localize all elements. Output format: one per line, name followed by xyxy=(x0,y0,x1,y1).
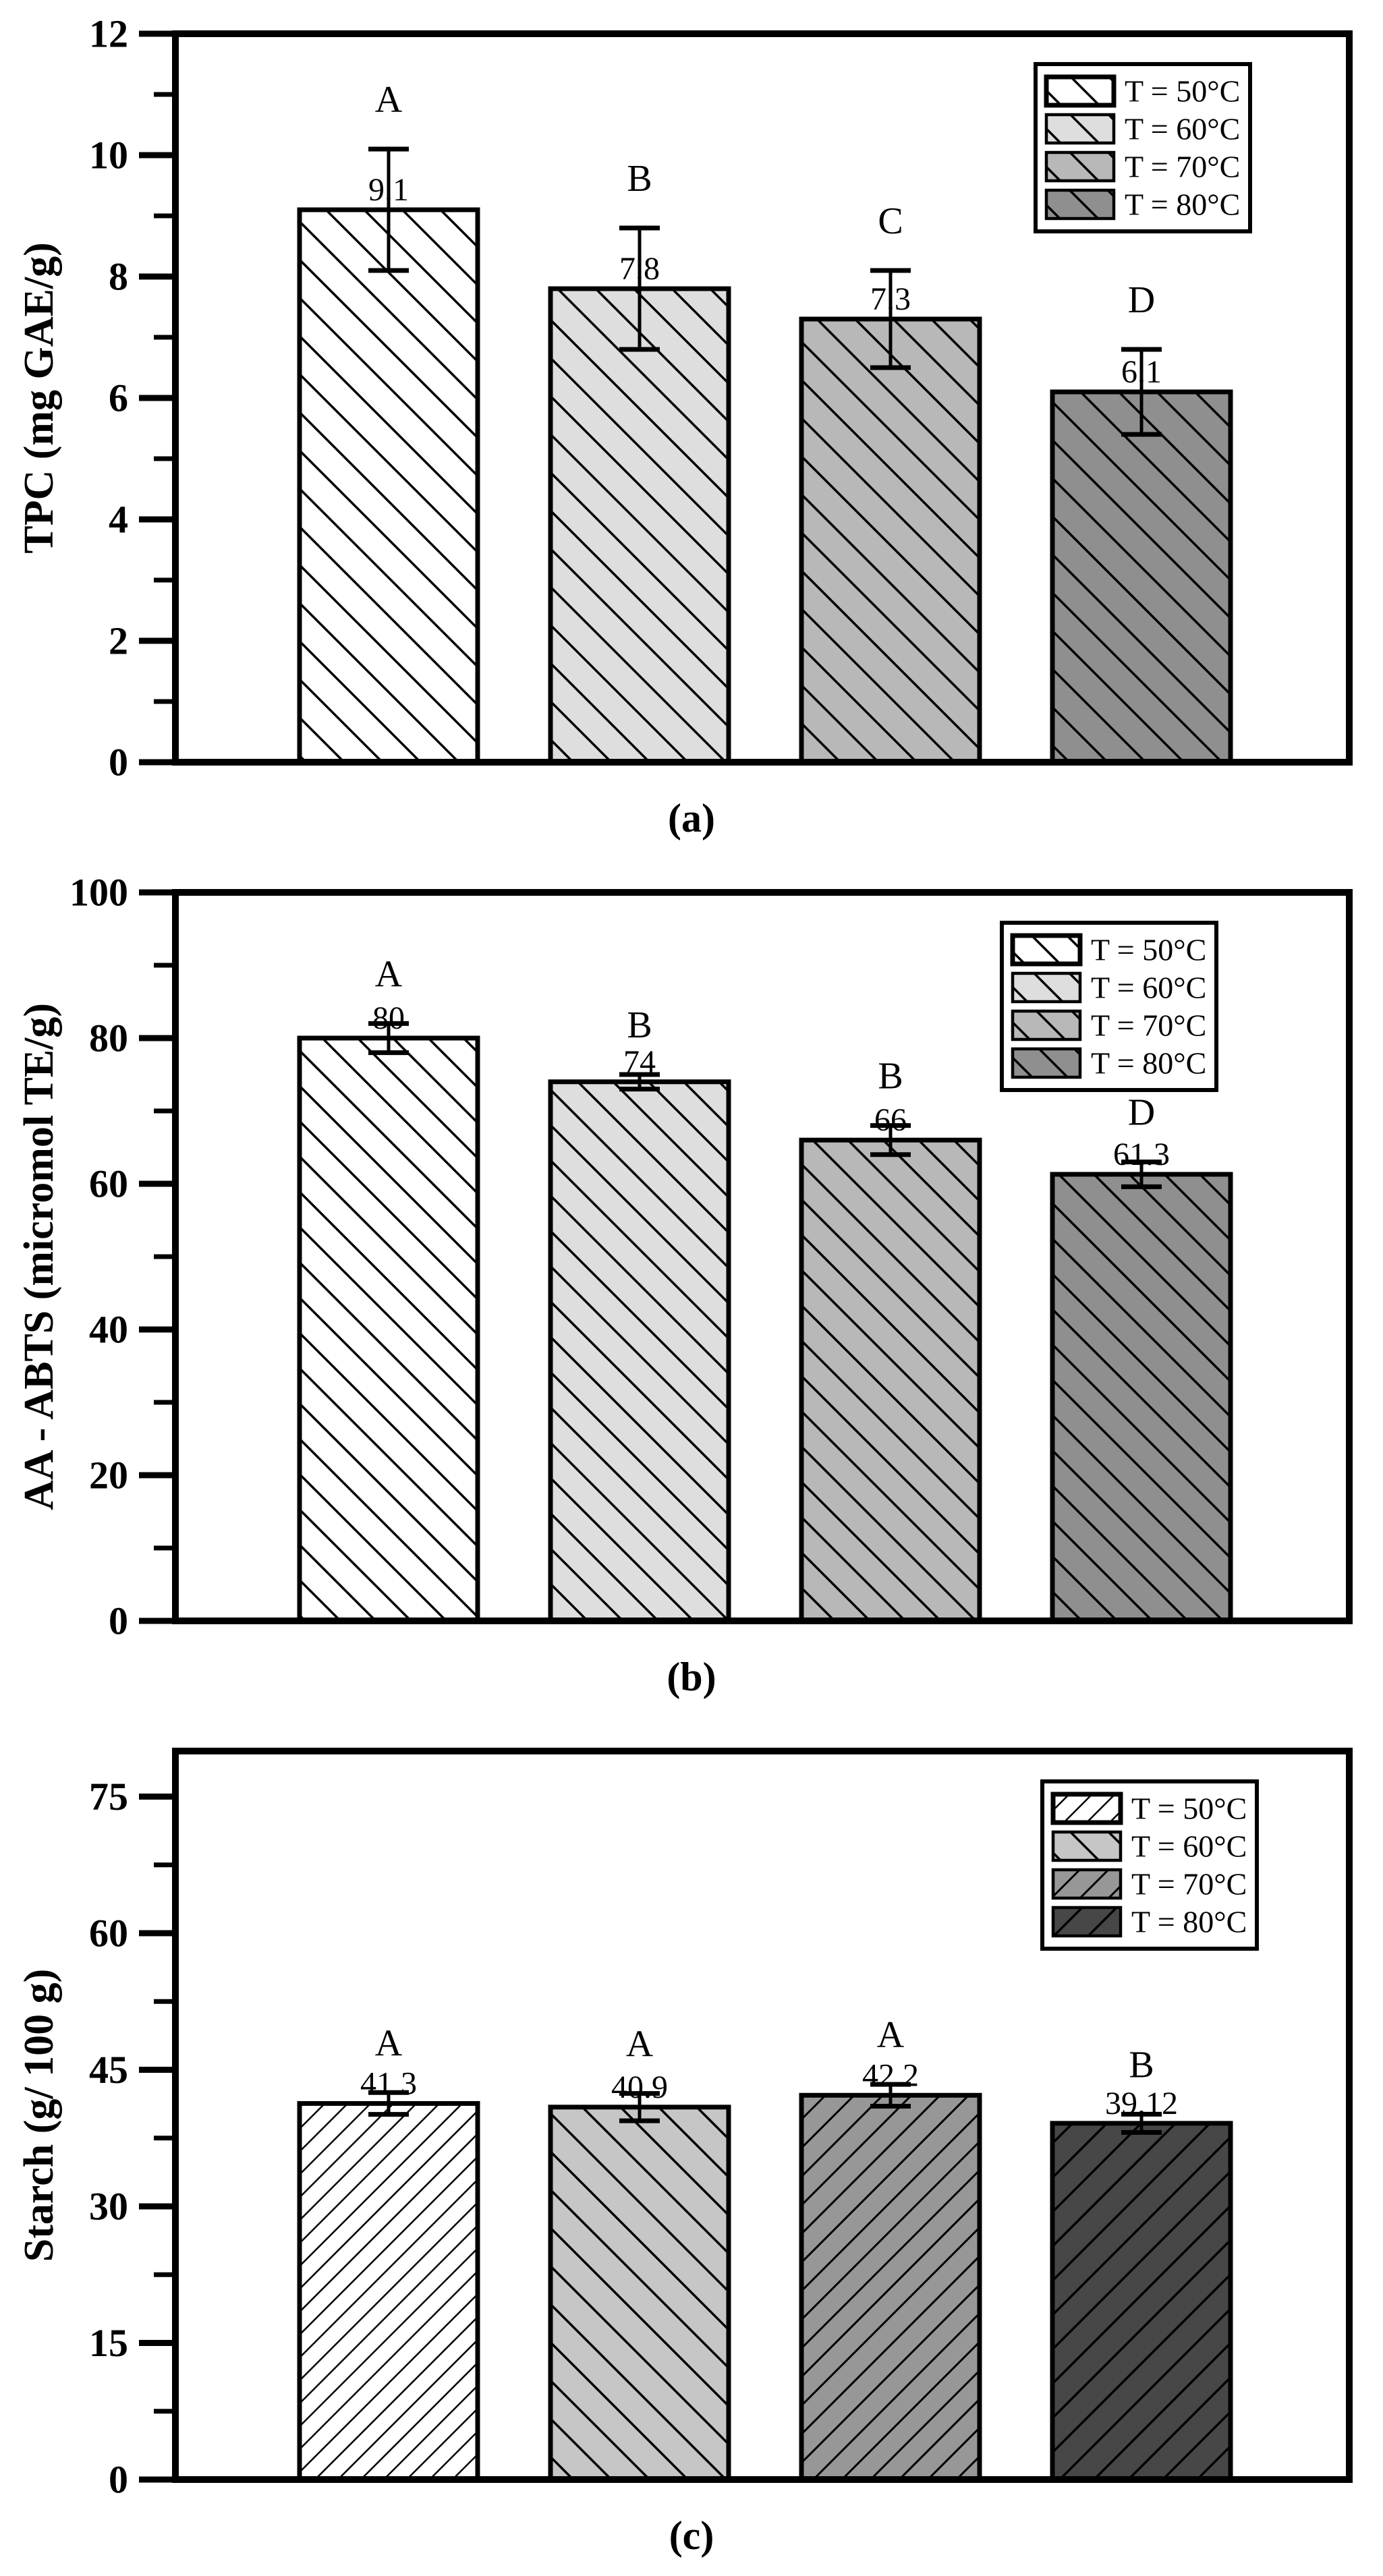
y-tick-label: 10 xyxy=(89,134,128,177)
bar xyxy=(548,286,731,765)
legend-label: T = 50°C xyxy=(1125,74,1240,109)
legend-label: T = 50°C xyxy=(1131,1792,1247,1826)
y-axis-title: AA - ABTS (micromol TE/g) xyxy=(16,1003,62,1510)
y-tick-label: 60 xyxy=(89,1162,128,1206)
bar xyxy=(297,2100,480,2482)
chart-a-caption: (a) xyxy=(668,795,715,840)
legend-label: T = 60°C xyxy=(1091,971,1206,1005)
bar xyxy=(799,1137,982,1624)
bar xyxy=(799,316,982,765)
bar xyxy=(1050,389,1233,765)
significance-letter: A xyxy=(877,2014,905,2056)
significance-letter: A xyxy=(375,79,403,121)
y-tick-label: 8 xyxy=(109,255,128,299)
chart-c-section: 0 15 30 45 60 75 Starch (g/ 100 g) 41.3 A 40.9 A 42… xyxy=(0,1717,1383,2576)
significance-letter: D xyxy=(1128,1092,1155,1134)
y-tick-label: 100 xyxy=(69,871,128,915)
y-tick-label: 0 xyxy=(109,1599,128,1637)
y-tick-label: 20 xyxy=(89,1454,128,1497)
significance-letter: C xyxy=(878,200,903,242)
chart-a-section: 0 2 4 6 8 10 12 TPC (mg GAE/g) 9.1 A 7.8 B 7.3 C 6.1 D T… xyxy=(0,0,1383,859)
significance-letter: B xyxy=(627,158,652,200)
bar xyxy=(1050,2121,1233,2482)
significance-letter: A xyxy=(375,2022,403,2064)
y-tick-label: 6 xyxy=(109,376,128,420)
legend-label: T = 70°C xyxy=(1125,150,1240,184)
y-tick-label: 75 xyxy=(89,1775,128,1819)
y-tick-label: 60 xyxy=(89,1912,128,1955)
legend-swatch xyxy=(1050,1792,1123,1825)
significance-letter: B xyxy=(878,1056,903,1097)
legend-swatch xyxy=(1011,1047,1082,1079)
bar xyxy=(297,207,480,765)
bar xyxy=(297,1035,480,1624)
legend-swatch xyxy=(1051,1830,1123,1862)
legend-label: T = 80°C xyxy=(1131,1905,1247,1939)
y-tick-label: 4 xyxy=(109,498,128,542)
significance-letter: B xyxy=(1129,2044,1154,2086)
significance-letter: A xyxy=(375,953,403,995)
bar xyxy=(1050,1172,1233,1624)
legend-swatch xyxy=(1011,1009,1082,1041)
bar xyxy=(548,2105,731,2482)
legend-swatch xyxy=(1044,74,1117,108)
y-tick-label: 0 xyxy=(109,2458,128,2496)
y-tick-label: 45 xyxy=(89,2048,128,2092)
plot-frame xyxy=(172,30,1353,766)
legend-swatch xyxy=(1011,971,1082,1004)
y-tick-label: 2 xyxy=(109,619,128,663)
y-tick-label: 30 xyxy=(89,2185,128,2229)
significance-letter: A xyxy=(626,2024,654,2065)
plot-frame xyxy=(172,889,1353,1624)
legend-label: T = 60°C xyxy=(1125,112,1240,146)
legend-swatch xyxy=(1044,188,1116,221)
y-tick-label: 80 xyxy=(89,1017,128,1060)
legend-swatch xyxy=(1044,150,1116,183)
chart-c-caption: (c) xyxy=(669,2513,714,2558)
legend-label: T = 80°C xyxy=(1125,188,1240,222)
legend-label: T = 70°C xyxy=(1091,1008,1206,1043)
legend-label: T = 70°C xyxy=(1131,1867,1247,1901)
bar xyxy=(799,2092,982,2482)
significance-letter: D xyxy=(1128,279,1155,321)
legend-label: T = 60°C xyxy=(1131,1829,1247,1864)
legend-swatch xyxy=(1044,113,1116,145)
bar xyxy=(548,1079,731,1624)
y-tick-label: 40 xyxy=(89,1308,128,1352)
y-tick-label: 0 xyxy=(109,741,128,778)
legend-swatch xyxy=(1010,933,1083,967)
legend-swatch xyxy=(1051,1868,1123,1900)
legend-swatch xyxy=(1051,1906,1123,1938)
y-axis-title: TPC (mg GAE/g) xyxy=(16,242,62,554)
y-tick-label: 12 xyxy=(89,12,128,56)
y-tick-label: 15 xyxy=(89,2321,128,2365)
chart-b-caption: (b) xyxy=(667,1654,716,1699)
chart-b-section: 0 20 40 60 80 100 AA - ABTS (micromol TE/g) 80 A… xyxy=(0,859,1383,1717)
legend-label: T = 80°C xyxy=(1091,1046,1206,1081)
y-axis-title: Starch (g/ 100 g) xyxy=(16,1969,62,2262)
plot-frame xyxy=(172,1748,1353,2483)
significance-letter: B xyxy=(627,1004,652,1046)
legend-label: T = 50°C xyxy=(1091,933,1206,967)
